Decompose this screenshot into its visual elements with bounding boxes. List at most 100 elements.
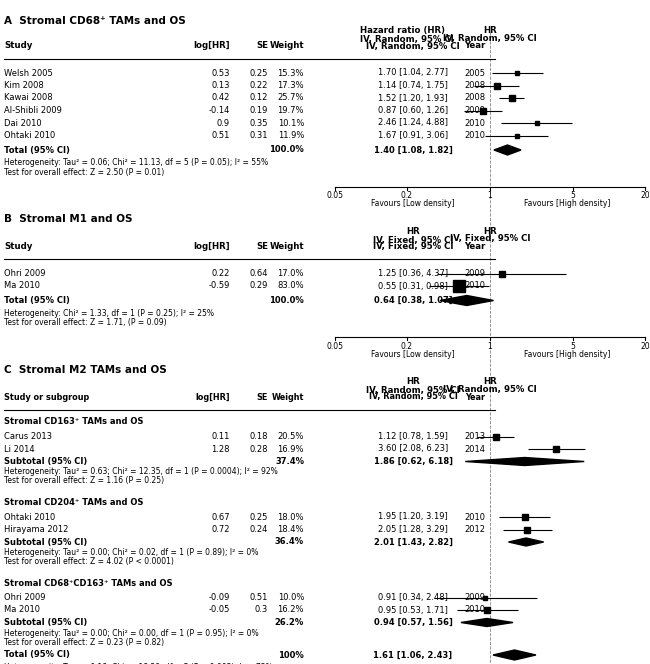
- Text: 0.87 [0.60, 1.26]: 0.87 [0.60, 1.26]: [378, 106, 448, 115]
- Text: 0.94 [0.57, 1.56]: 0.94 [0.57, 1.56]: [374, 618, 452, 627]
- Text: Welsh 2005: Welsh 2005: [4, 68, 53, 78]
- Text: 20: 20: [640, 342, 650, 351]
- Polygon shape: [461, 618, 513, 627]
- Text: Li 2014: Li 2014: [4, 444, 34, 454]
- Text: Ohtaki 2010: Ohtaki 2010: [4, 513, 55, 521]
- Text: 0.91 [0.34, 2.48]: 0.91 [0.34, 2.48]: [378, 593, 448, 602]
- Text: 2008: 2008: [465, 94, 486, 102]
- Text: Stromal CD163⁺ TAMs and OS: Stromal CD163⁺ TAMs and OS: [4, 418, 144, 426]
- Text: 0.18: 0.18: [250, 432, 268, 441]
- Text: Weight: Weight: [269, 41, 304, 50]
- Text: 0.64: 0.64: [250, 269, 268, 278]
- Text: Total (95% CI): Total (95% CI): [4, 145, 70, 155]
- Text: IV, Random, 95% CI: IV, Random, 95% CI: [366, 386, 460, 395]
- Text: 0.9: 0.9: [217, 118, 230, 127]
- Text: Dai 2010: Dai 2010: [4, 118, 42, 127]
- Text: HR: HR: [483, 226, 497, 236]
- Text: 2010: 2010: [465, 131, 486, 140]
- Text: 2010: 2010: [465, 118, 486, 127]
- Text: Year: Year: [465, 392, 485, 402]
- Text: log[HR]: log[HR]: [196, 392, 230, 402]
- Text: 1: 1: [488, 191, 493, 201]
- Text: 0.28: 0.28: [250, 444, 268, 454]
- Text: 5: 5: [571, 342, 576, 351]
- Polygon shape: [494, 145, 521, 155]
- Text: 2008: 2008: [465, 81, 486, 90]
- Text: 0.24: 0.24: [250, 525, 268, 534]
- Text: 100.0%: 100.0%: [269, 296, 304, 305]
- Text: IV, Fixed, 95% CI: IV, Fixed, 95% CI: [450, 234, 530, 244]
- Text: Favours [High density]: Favours [High density]: [525, 350, 611, 359]
- Text: -0.59: -0.59: [209, 282, 230, 291]
- Text: Total (95% CI): Total (95% CI): [4, 651, 70, 659]
- Text: 0.2: 0.2: [401, 342, 413, 351]
- Text: 37.4%: 37.4%: [275, 457, 304, 466]
- Text: Kim 2008: Kim 2008: [4, 81, 44, 90]
- Text: Carus 2013: Carus 2013: [4, 432, 52, 441]
- Text: 2010: 2010: [465, 606, 486, 614]
- Text: 0.95 [0.53, 1.71]: 0.95 [0.53, 1.71]: [378, 606, 448, 614]
- Text: 2.46 [1.24, 4.88]: 2.46 [1.24, 4.88]: [378, 118, 448, 127]
- Text: SE: SE: [256, 242, 268, 251]
- Text: 1.14 [0.74, 1.75]: 1.14 [0.74, 1.75]: [378, 81, 448, 90]
- Text: Test for overall effect: Z = 0.23 (P = 0.82): Test for overall effect: Z = 0.23 (P = 0…: [4, 637, 164, 647]
- Text: 25.7%: 25.7%: [278, 94, 304, 102]
- Text: Favours [Low density]: Favours [Low density]: [370, 350, 454, 359]
- Text: 0.3: 0.3: [255, 606, 268, 614]
- Text: Heterogeneity: Tau² = 0.18; Chi² = 18.29, df = 5 (P = 0.003); I² = 73%: Heterogeneity: Tau² = 0.18; Chi² = 18.29…: [4, 663, 273, 664]
- Text: Ohri 2009: Ohri 2009: [4, 593, 46, 602]
- Text: 0.51: 0.51: [250, 593, 268, 602]
- Text: 0.19: 0.19: [250, 106, 268, 115]
- Text: Hazard ratio (HR): Hazard ratio (HR): [360, 26, 445, 35]
- Text: log[HR]: log[HR]: [194, 41, 230, 50]
- Text: 0.55 [0.31, 0.98]: 0.55 [0.31, 0.98]: [378, 282, 448, 291]
- Text: 0.13: 0.13: [211, 81, 230, 90]
- Text: 1.12 [0.78, 1.59]: 1.12 [0.78, 1.59]: [378, 432, 448, 441]
- Text: 16.2%: 16.2%: [278, 606, 304, 614]
- Text: 2009: 2009: [465, 106, 486, 115]
- Polygon shape: [508, 538, 543, 546]
- Text: 19.7%: 19.7%: [278, 106, 304, 115]
- Text: Kawai 2008: Kawai 2008: [4, 94, 53, 102]
- Text: Test for overall effect: Z = 4.02 (P < 0.0001): Test for overall effect: Z = 4.02 (P < 0…: [4, 557, 174, 566]
- Text: Al-Shibli 2009: Al-Shibli 2009: [4, 106, 62, 115]
- Text: HR: HR: [483, 377, 497, 386]
- Text: 0.51: 0.51: [212, 131, 230, 140]
- Text: 0.29: 0.29: [250, 282, 268, 291]
- Text: Stromal CD204⁺ TAMs and OS: Stromal CD204⁺ TAMs and OS: [4, 498, 144, 507]
- Text: -0.14: -0.14: [209, 106, 230, 115]
- Text: Test for overall effect: Z = 2.50 (P = 0.01): Test for overall effect: Z = 2.50 (P = 0…: [4, 168, 164, 177]
- Text: Heterogeneity: Tau² = 0.63; Chi² = 12.35, df = 1 (P = 0.0004); I² = 92%: Heterogeneity: Tau² = 0.63; Chi² = 12.35…: [4, 467, 278, 477]
- Text: HR: HR: [406, 226, 420, 236]
- Text: 1.67 [0.91, 3.06]: 1.67 [0.91, 3.06]: [378, 131, 448, 140]
- Text: 11.9%: 11.9%: [278, 131, 304, 140]
- Text: 1.95 [1.20, 3.19]: 1.95 [1.20, 3.19]: [378, 513, 448, 521]
- Text: 2009: 2009: [465, 593, 486, 602]
- Text: HR: HR: [483, 26, 497, 35]
- Polygon shape: [440, 295, 493, 305]
- Text: 0.05: 0.05: [326, 191, 343, 201]
- Text: 2.05 [1.28, 3.29]: 2.05 [1.28, 3.29]: [378, 525, 448, 534]
- Text: 0.22: 0.22: [212, 269, 230, 278]
- Text: 3.60 [2.08, 6.23]: 3.60 [2.08, 6.23]: [378, 444, 448, 454]
- Text: 1.61 [1.06, 2.43]: 1.61 [1.06, 2.43]: [374, 651, 452, 659]
- Text: 83.0%: 83.0%: [278, 282, 304, 291]
- Text: 2.01 [1.43, 2.82]: 2.01 [1.43, 2.82]: [374, 537, 452, 546]
- Text: 0.64 [0.38, 1.07]: 0.64 [0.38, 1.07]: [374, 296, 452, 305]
- Text: Weight: Weight: [272, 392, 304, 402]
- Text: Ohri 2009: Ohri 2009: [4, 269, 46, 278]
- Text: C  Stromal M2 TAMs and OS: C Stromal M2 TAMs and OS: [4, 365, 167, 375]
- Text: 0.25: 0.25: [250, 68, 268, 78]
- Text: Weight: Weight: [269, 242, 304, 251]
- Text: 2010: 2010: [465, 513, 486, 521]
- Text: Subtotal (95% CI): Subtotal (95% CI): [4, 457, 87, 466]
- Text: IV, Random, 95% CI: IV, Random, 95% CI: [369, 392, 458, 402]
- Text: 18.4%: 18.4%: [278, 525, 304, 534]
- Text: 1.25 [0.36, 4.37]: 1.25 [0.36, 4.37]: [378, 269, 448, 278]
- Text: Heterogeneity: Chi² = 1.33, df = 1 (P = 0.25); I² = 25%: Heterogeneity: Chi² = 1.33, df = 1 (P = …: [4, 309, 214, 317]
- Text: 0.11: 0.11: [212, 432, 230, 441]
- Text: Year: Year: [464, 242, 486, 251]
- Text: SE: SE: [257, 392, 268, 402]
- Text: 1: 1: [488, 342, 493, 351]
- Text: B  Stromal M1 and OS: B Stromal M1 and OS: [4, 214, 133, 224]
